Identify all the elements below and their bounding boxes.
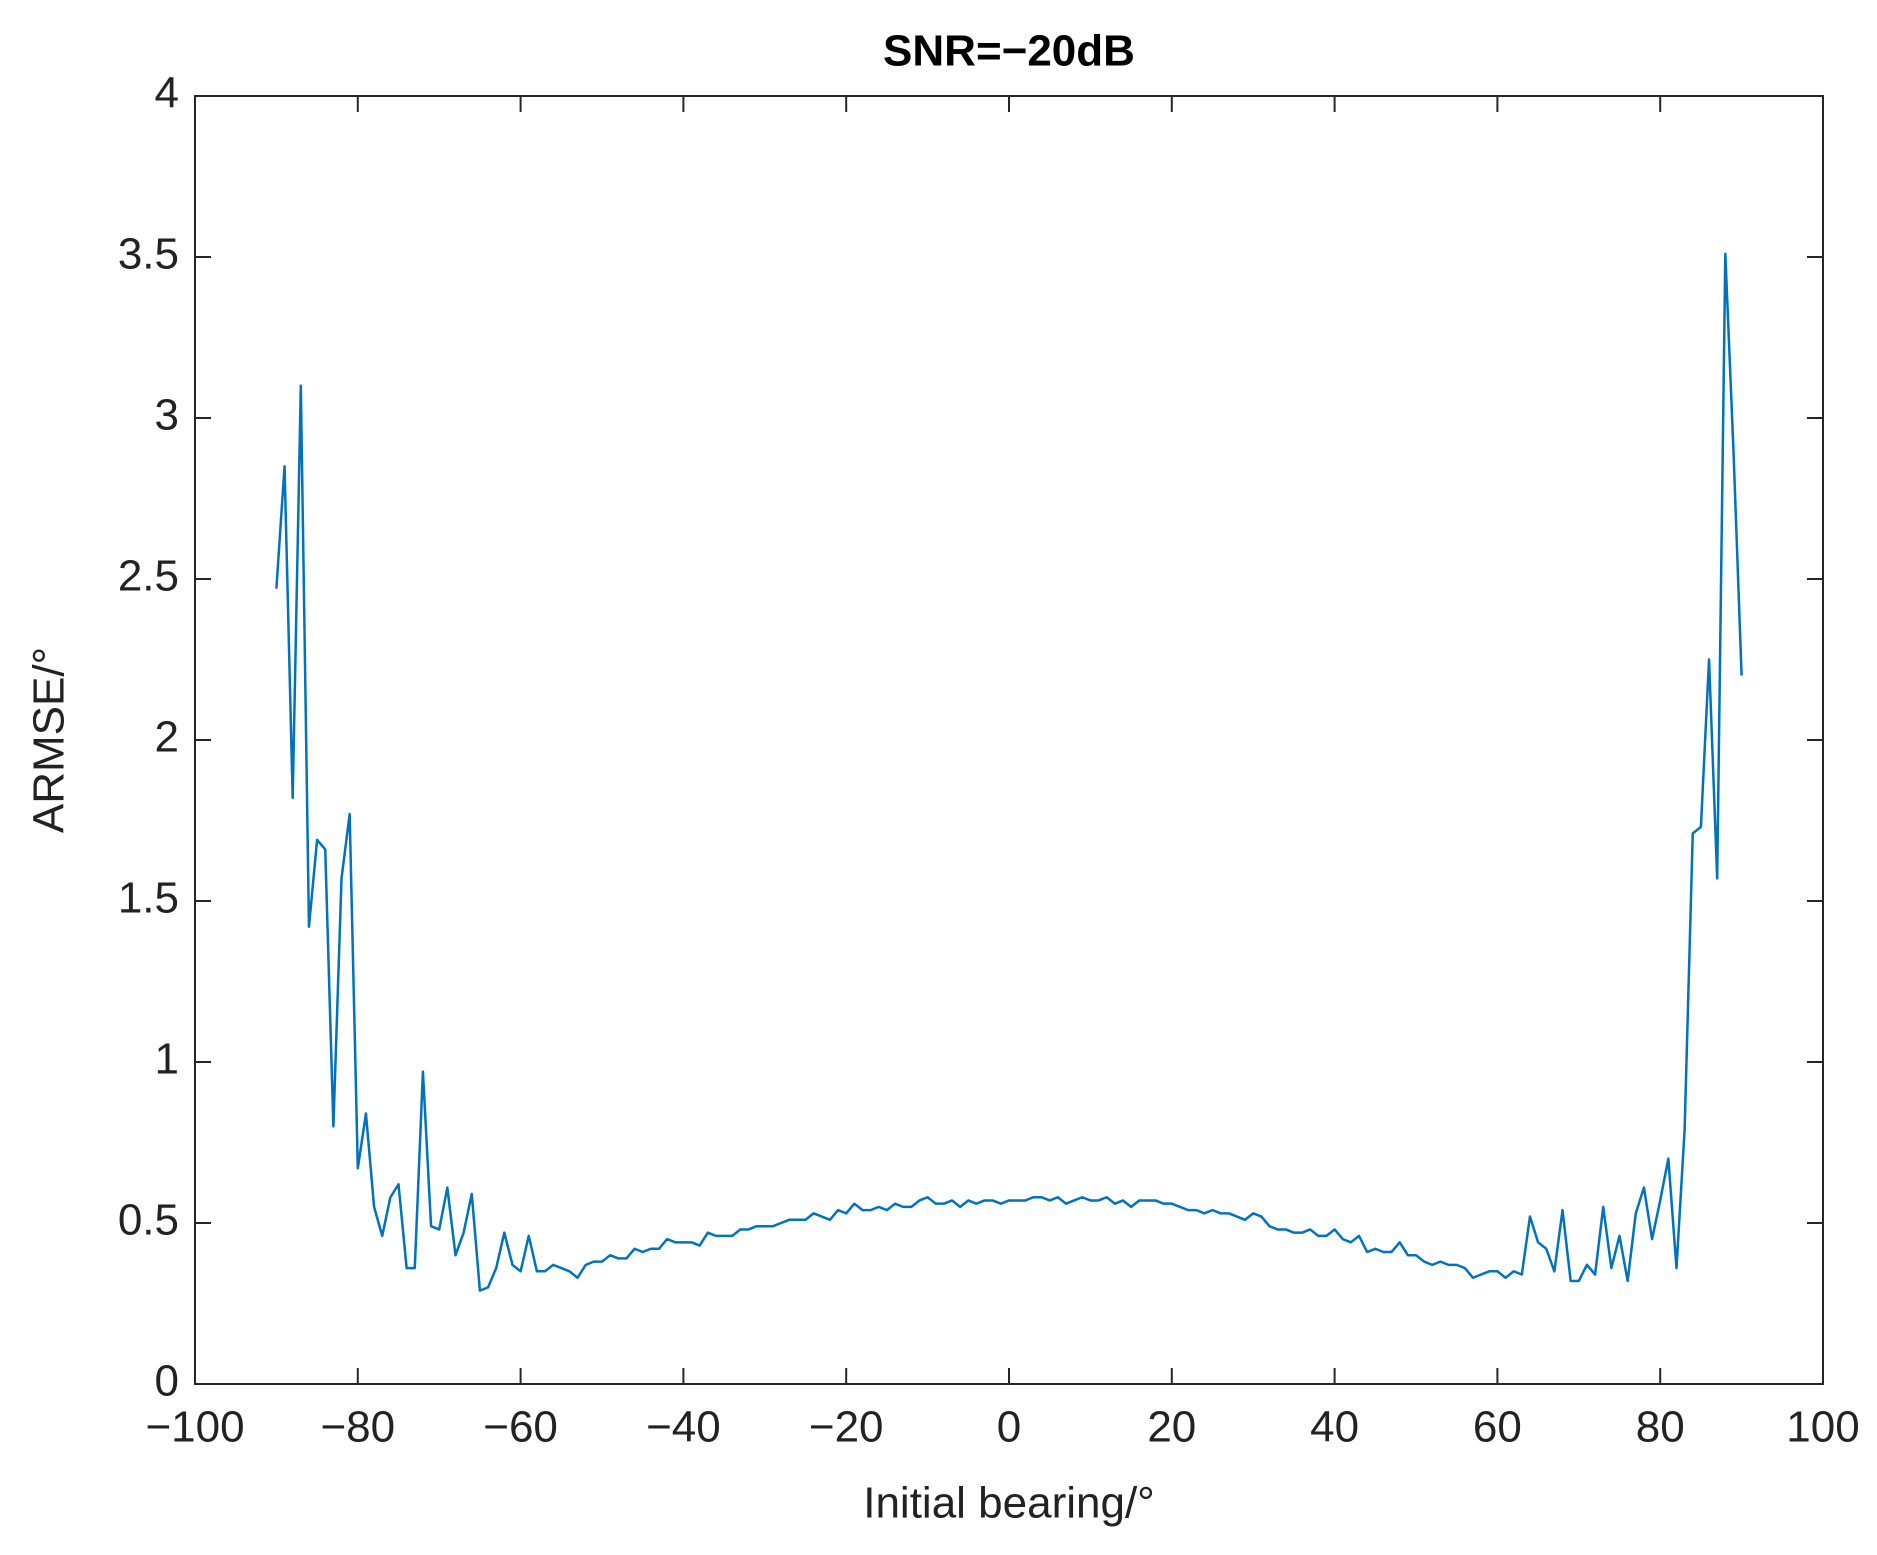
data-line xyxy=(275,252,1743,1292)
y-tick-label: 4 xyxy=(155,69,179,118)
plot-frame xyxy=(194,95,1824,1385)
y-tick-label: 0 xyxy=(155,1357,179,1406)
x-tick-label: −60 xyxy=(483,1403,558,1452)
x-tick-label: 100 xyxy=(1786,1403,1859,1452)
y-tick-label: 0.5 xyxy=(118,1196,179,1245)
x-tick-label: 40 xyxy=(1310,1403,1359,1452)
y-axis-label: ARMSE/° xyxy=(25,647,74,833)
x-axis-label: Initial bearing/° xyxy=(863,1479,1155,1528)
y-tick-label: 3 xyxy=(155,391,179,440)
y-tick-label: 1.5 xyxy=(118,874,179,923)
x-tick-label: 20 xyxy=(1147,1403,1196,1452)
x-tick-label: 60 xyxy=(1473,1403,1522,1452)
x-tick-label: −40 xyxy=(646,1403,721,1452)
y-tick-label: 1 xyxy=(155,1035,179,1084)
chart-title: SNR=−20dB xyxy=(883,27,1135,76)
x-tick-label: −80 xyxy=(320,1403,395,1452)
y-tick-label: 2.5 xyxy=(118,552,179,601)
x-tick-label: 0 xyxy=(997,1403,1021,1452)
y-tick-label: 3.5 xyxy=(118,230,179,279)
x-tick-label: −100 xyxy=(145,1403,244,1452)
x-tick-label: −20 xyxy=(809,1403,884,1452)
y-tick-label: 2 xyxy=(155,713,179,762)
x-tick-label: 80 xyxy=(1636,1403,1685,1452)
